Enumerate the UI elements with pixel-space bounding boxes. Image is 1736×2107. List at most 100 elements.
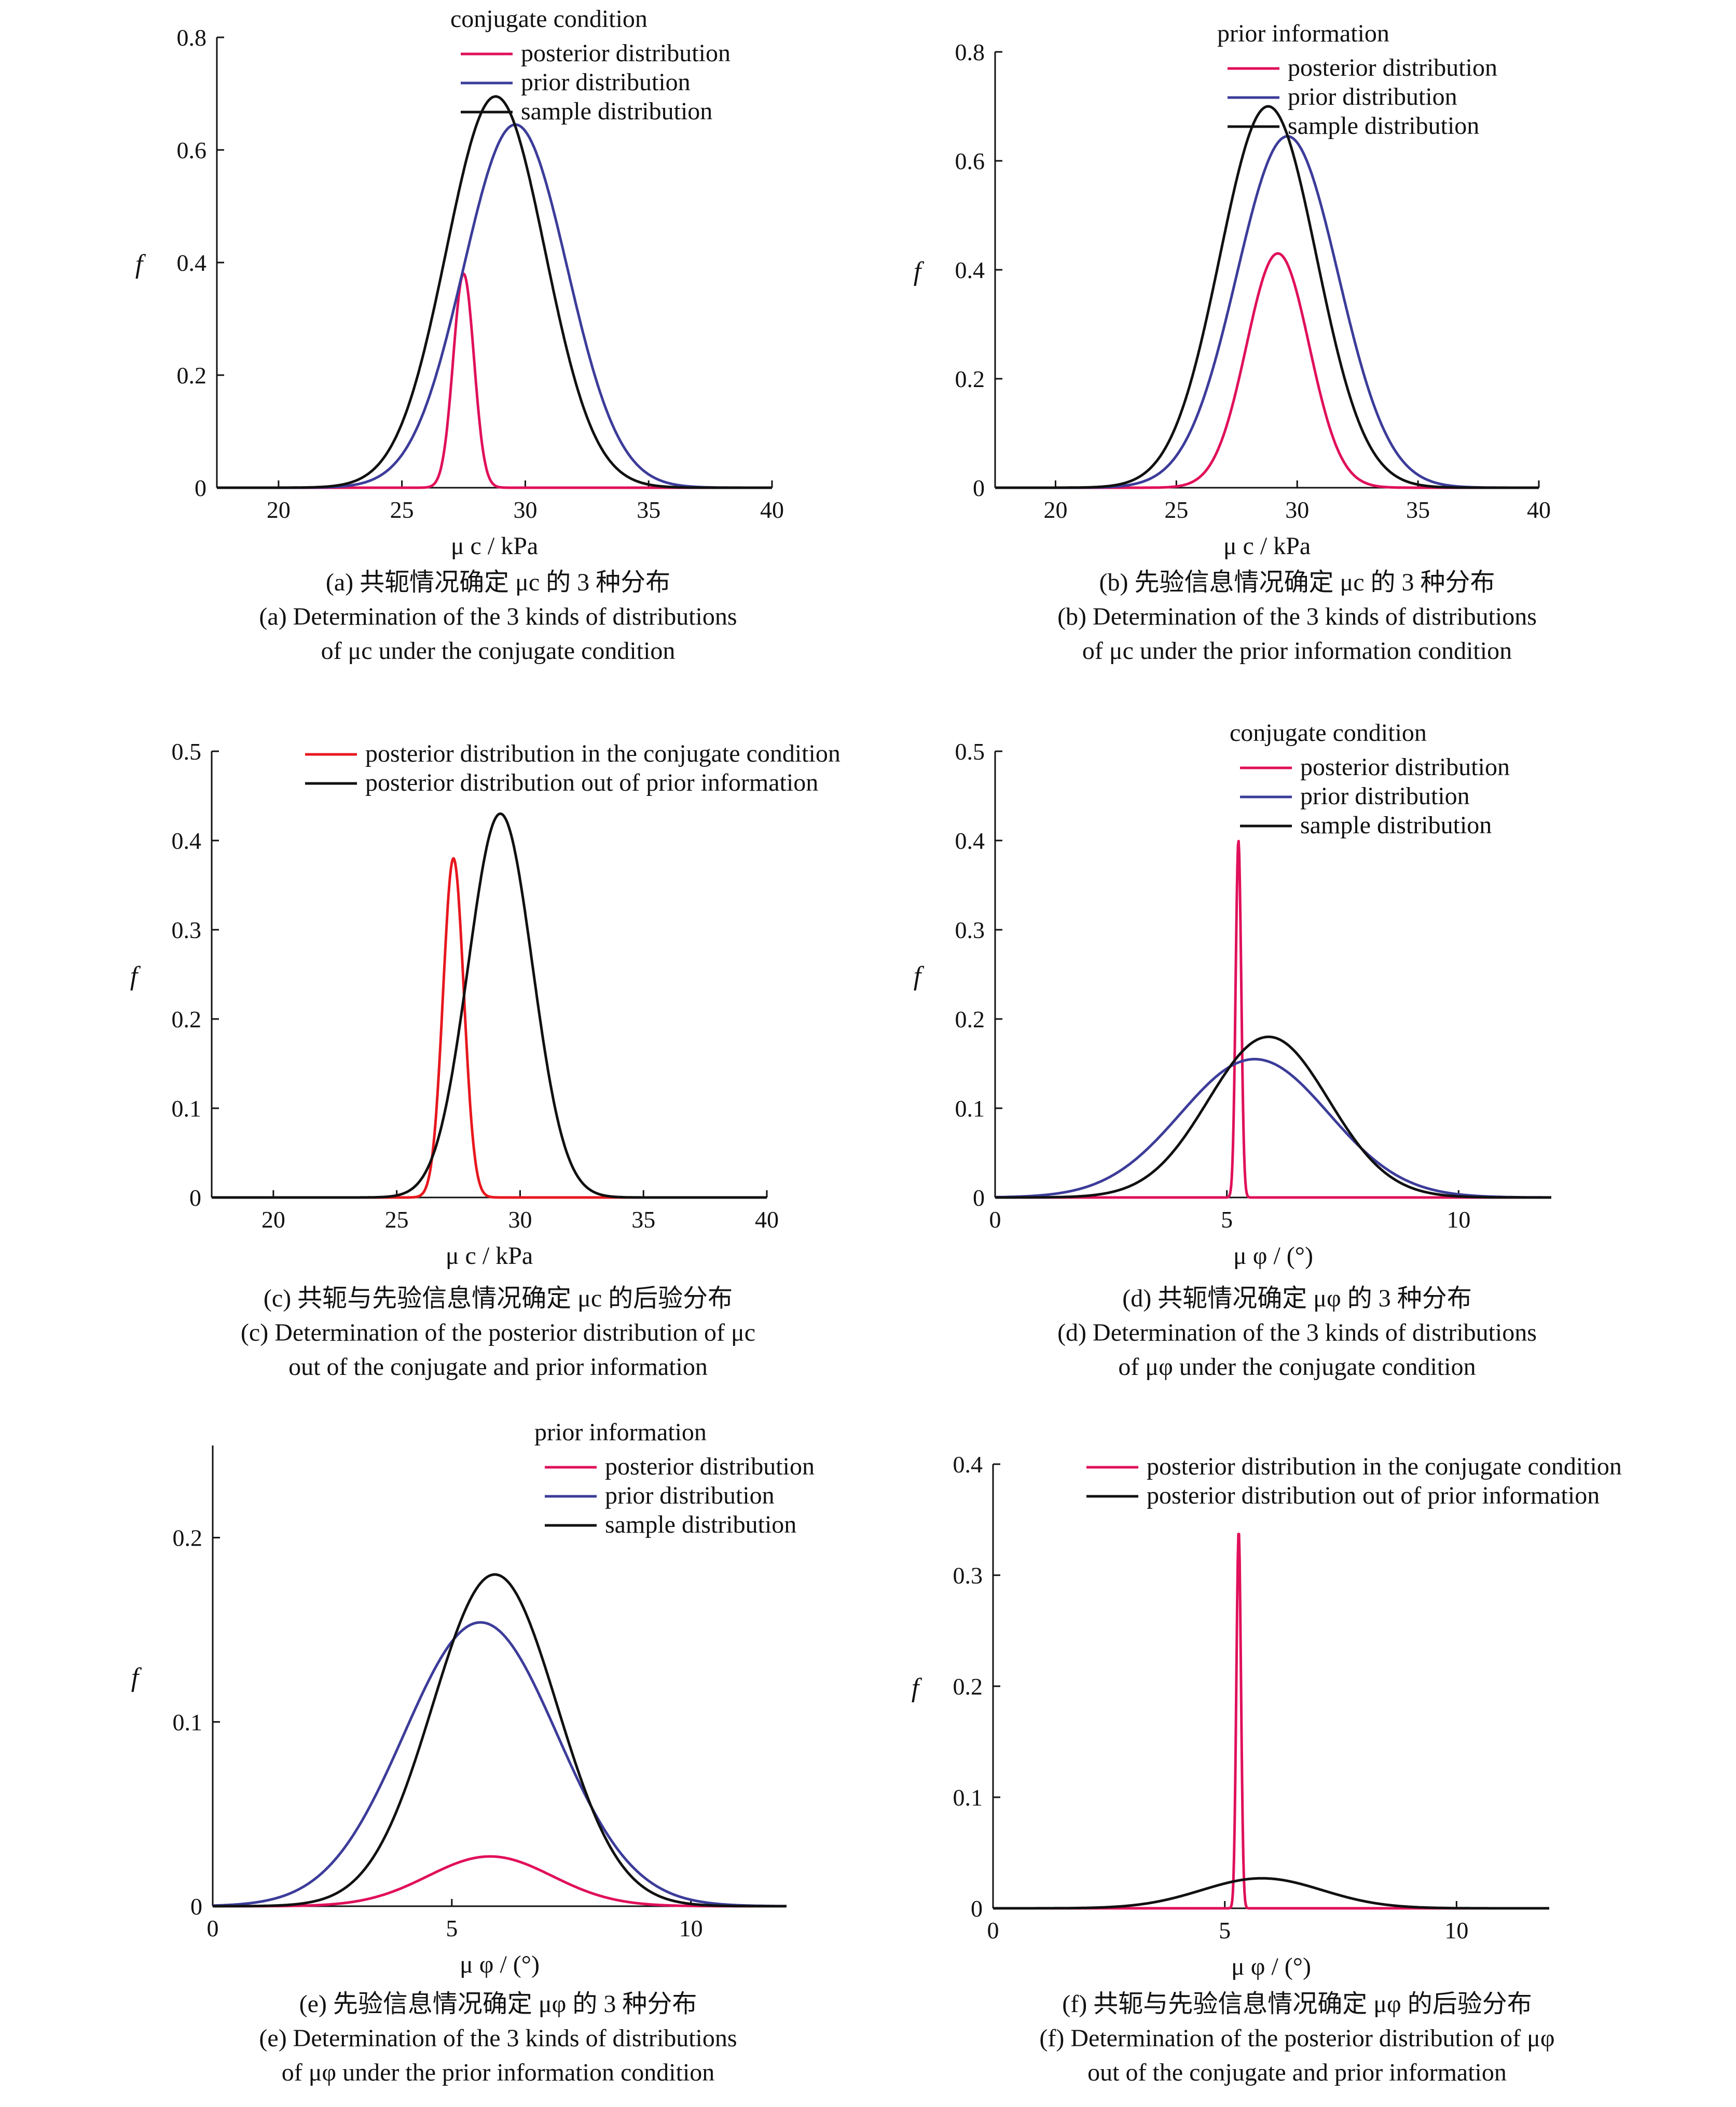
legend-label: prior distribution — [605, 1482, 775, 1509]
caption-en: (b) Determination of the 3 kinds of dist… — [1057, 603, 1537, 630]
y-tick-label: 0.1 — [953, 1784, 983, 1811]
caption-zh: (d) 共轭情况确定 μφ 的 3 种分布 — [1122, 1285, 1472, 1312]
y-tick-label: 0.8 — [955, 39, 985, 65]
caption-a: (a) 共轭情况确定 μc 的 3 种分布 (a) Determination o… — [57, 566, 939, 668]
x-tick-label: 30 — [508, 1206, 532, 1233]
y-tick-label: 0.4 — [172, 828, 202, 854]
legend-title: prior information — [534, 1419, 707, 1446]
y-tick-label: 0 — [971, 1895, 983, 1922]
legend-label: sample distribution — [1300, 811, 1492, 839]
x-tick-label: 0 — [987, 1917, 999, 1944]
caption-c: (c) 共轭与先验信息情况确定 μc 的后验分布 (c) Determinatio… — [57, 1282, 939, 1384]
x-tick-label: 5 — [446, 1915, 458, 1941]
y-tick-label: 0.2 — [955, 1006, 985, 1032]
x-tick-label: 5 — [1219, 1917, 1231, 1944]
x-tick-label: 35 — [637, 497, 660, 523]
chart-d: 0 5 10 0 0.1 0.2 0.3 0.4 0.5 f μ φ / (°) conjugate … — [914, 719, 1552, 1270]
x-tick-label: 30 — [1285, 497, 1309, 523]
caption-en: of μφ under the prior information condit… — [281, 2059, 715, 2086]
series-line — [211, 812, 768, 1199]
x-tick-label: 10 — [1444, 1917, 1468, 1944]
legend-label: posterior distribution in the conjugate … — [1147, 1453, 1622, 1480]
legend-title: prior information — [1217, 20, 1389, 47]
caption-en: (e) Determination of the 3 kinds of dist… — [259, 2025, 737, 2052]
x-tick-label: 10 — [1446, 1206, 1470, 1233]
y-tick-label: 0.6 — [955, 148, 985, 174]
x-tick-label: 25 — [385, 1206, 409, 1233]
x-tick-label: 5 — [1221, 1206, 1233, 1233]
chart-b: 20 25 30 35 40 0 0.2 0.4 0.6 0.8 f μ c / kPa prior i… — [914, 20, 1551, 560]
y-axis-label: f — [131, 1663, 142, 1692]
x-tick-label: 35 — [1406, 497, 1430, 523]
series-line — [216, 272, 773, 489]
x-tick-label: 25 — [390, 497, 414, 523]
x-tick-label: 35 — [631, 1206, 655, 1233]
y-tick-label: 0.4 — [177, 250, 207, 276]
caption-f: (f) 共轭与先验信息情况确定 μφ 的后验分布 (f) Determinatio… — [856, 1987, 1736, 2090]
series-line — [994, 252, 1540, 489]
series-line — [212, 1855, 788, 1908]
y-tick-label: 0.4 — [955, 257, 985, 283]
caption-en: (d) Determination of the 3 kinds of dist… — [1057, 1319, 1537, 1346]
y-tick-label: 0.2 — [173, 1525, 203, 1551]
x-tick-label: 25 — [1164, 497, 1188, 523]
y-tick-label: 0.1 — [172, 1095, 202, 1122]
caption-zh: (f) 共轭与先验信息情况确定 μφ 的后验分布 — [1062, 1990, 1532, 2018]
y-axis-label: f — [914, 961, 925, 991]
y-tick-label: 0 — [189, 1185, 201, 1211]
x-tick-label: 40 — [1527, 497, 1551, 523]
x-axis-label: μ c / kPa — [451, 532, 538, 560]
x-tick-label: 0 — [989, 1206, 1001, 1233]
x-axis-label: μ φ / (°) — [1231, 1953, 1311, 1980]
chart-a: 20 25 30 35 40 0 0.2 0.4 0.6 0.8 f μ c / kPa conjuga… — [135, 5, 784, 560]
y-tick-label: 0.1 — [955, 1095, 985, 1122]
legend-label: sample distribution — [1288, 112, 1479, 140]
legend-label: posterior distribution — [1300, 753, 1510, 781]
x-axis-label: μ c / kPa — [1223, 532, 1311, 560]
y-axis-label: f — [135, 250, 146, 279]
y-tick-label: 0.3 — [172, 917, 202, 943]
legend-label: prior distribution — [521, 68, 691, 96]
caption-en: (c) Determination of the posterior distr… — [240, 1319, 756, 1346]
caption-d: (d) 共轭情况确定 μφ 的 3 种分布 (d) Determination o… — [856, 1282, 1736, 1384]
y-tick-label: 0.4 — [953, 1451, 983, 1478]
x-tick-label: 20 — [261, 1206, 285, 1233]
legend-label: sample distribution — [605, 1511, 796, 1538]
chart-e: 0 5 10 0 0.1 0.2 f μ φ / (°) prior information po… — [131, 1419, 815, 1978]
caption-en: (f) Determination of the posterior distr… — [1039, 2025, 1555, 2052]
y-tick-label: 0.2 — [172, 1006, 202, 1032]
x-tick-label: 40 — [755, 1206, 779, 1233]
legend-title: conjugate condition — [450, 5, 647, 33]
y-tick-label: 0.8 — [177, 24, 207, 51]
y-axis-label: f — [130, 961, 141, 991]
legend-label: posterior distribution — [605, 1453, 815, 1480]
series-line — [216, 95, 773, 489]
y-tick-label: 0 — [195, 475, 206, 501]
x-tick-label: 20 — [267, 497, 291, 523]
x-tick-label: 40 — [760, 497, 784, 523]
y-tick-label: 0 — [190, 1893, 202, 1920]
y-axis-label: f — [912, 1673, 922, 1703]
series-line — [211, 857, 768, 1199]
caption-zh: (a) 共轭情况确定 μc 的 3 种分布 — [325, 569, 671, 596]
legend-label: prior distribution — [1300, 782, 1470, 810]
y-tick-label: 0.2 — [177, 362, 207, 389]
series-line — [994, 105, 1540, 489]
legend-title: conjugate condition — [1230, 719, 1427, 747]
caption-e: (e) 先验信息情况确定 μφ 的 3 种分布 (e) Determination… — [57, 1987, 939, 2090]
legend-label: posterior distribution in the conjugate … — [365, 740, 841, 767]
y-tick-label: 0 — [973, 475, 985, 501]
y-axis-label: f — [914, 257, 925, 286]
caption-zh: (b) 先验信息情况确定 μc 的 3 种分布 — [1099, 569, 1495, 596]
chart-f: 0 5 10 0 0.1 0.2 0.3 0.4 f μ φ / (°) posterior dis… — [912, 1451, 1622, 1980]
caption-en: out of the conjugate and prior informati… — [1087, 2059, 1507, 2086]
x-tick-label: 30 — [513, 497, 537, 523]
x-tick-label: 10 — [679, 1915, 703, 1941]
series-line — [994, 135, 1540, 489]
y-tick-label: 0.6 — [177, 137, 207, 163]
caption-en: of μc under the conjugate condition — [321, 637, 676, 665]
legend-label: posterior distribution — [521, 39, 731, 67]
caption-en: out of the conjugate and prior informati… — [288, 1353, 708, 1381]
caption-en: of μc under the prior information condit… — [1082, 637, 1512, 665]
caption-en: of μφ under the conjugate condition — [1118, 1353, 1476, 1381]
